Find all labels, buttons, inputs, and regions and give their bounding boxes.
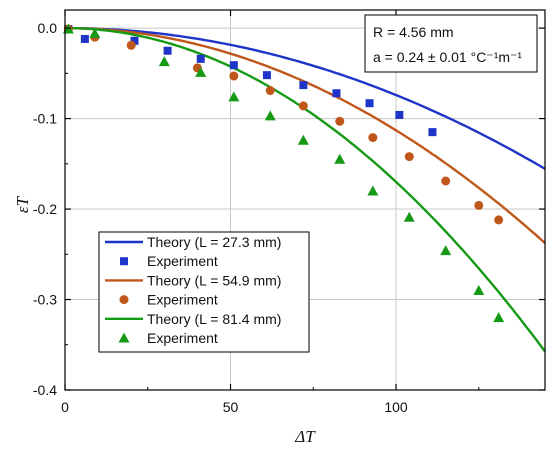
experiment-point-2 — [368, 133, 378, 143]
experiment-point-1 — [196, 54, 205, 63]
experiment-point-1 — [130, 36, 139, 45]
x-axis-title: ΔT — [294, 427, 316, 446]
experiment-point-1 — [229, 61, 238, 70]
experiment-point-1 — [365, 99, 374, 108]
tick-labels: 0 50 100 0.0 -0.1 -0.2 -0.3 -0.4 — [33, 20, 408, 415]
experiment-point-3 — [158, 56, 170, 67]
experiment-point-2 — [126, 40, 136, 50]
parameter-annotation: R = 4.56 mm a = 0.24 ± 0.01 °C⁻¹m⁻¹ — [364, 14, 538, 73]
theory-curve-1 — [65, 26, 546, 170]
x-tick-label: 0 — [61, 399, 69, 415]
y-axis-title: εT — [13, 195, 32, 213]
experiment-point-1 — [395, 110, 404, 119]
experiment-point-2 — [474, 200, 484, 210]
experiment-point-2 — [298, 101, 308, 111]
experiment-point-1 — [428, 128, 437, 137]
legend-experiment-label: Experiment — [147, 330, 218, 346]
experiment-point-1 — [163, 46, 172, 55]
legend-marker-swatch — [119, 295, 129, 305]
experiment-point-2 — [404, 152, 414, 162]
experiment-point-2 — [494, 215, 504, 225]
legend-theory-label: Theory (L = 54.9 mm) — [147, 272, 281, 288]
experiment-point-3 — [195, 66, 207, 77]
x-tick-label: 100 — [384, 399, 408, 415]
experiment-point-3 — [440, 245, 452, 256]
experiment-point-1 — [80, 34, 89, 43]
legend-experiment-label: Experiment — [147, 292, 218, 308]
legend: Theory (L = 27.3 mm) Experiment Theory (L … — [98, 231, 310, 353]
annotation-radius: R = 4.56 mm — [373, 24, 454, 40]
legend-theory-label: Theory (L = 81.4 mm) — [147, 311, 281, 327]
experiment-point-1 — [332, 89, 341, 98]
legend-theory-label: Theory (L = 27.3 mm) — [147, 234, 281, 250]
experiment-point-1 — [299, 81, 308, 90]
experiment-point-2 — [441, 176, 451, 186]
experiment-point-2 — [335, 116, 345, 126]
experiment-point-3 — [228, 91, 240, 102]
experiment-point-2 — [229, 71, 239, 81]
experiment-point-3 — [334, 153, 346, 164]
experiment-point-3 — [493, 312, 505, 323]
experiment-point-3 — [473, 284, 485, 295]
plot-frame — [64, 9, 546, 391]
annotation-frame — [364, 14, 538, 73]
y-tick-label: -0.2 — [33, 201, 57, 217]
legend-marker-swatch — [118, 332, 130, 343]
legend-entries: Theory (L = 27.3 mm) Experiment Theory (L … — [105, 234, 281, 346]
y-tick-label: 0.0 — [38, 20, 58, 36]
annotation-coefficient: a = 0.24 ± 0.01 °C⁻¹m⁻¹ — [373, 49, 522, 65]
experiment-point-3 — [264, 110, 276, 121]
experiment-point-2 — [265, 86, 275, 96]
x-tick-label: 50 — [223, 399, 239, 415]
legend-marker-swatch — [120, 257, 128, 266]
experiment-point-1 — [262, 71, 271, 80]
axis-ticks — [64, 10, 545, 391]
experiment-point-3 — [403, 211, 415, 222]
experiment-point-3 — [367, 185, 379, 196]
legend-frame — [98, 231, 310, 353]
experiment-point-3 — [89, 28, 101, 39]
y-tick-label: -0.1 — [33, 111, 57, 127]
legend-experiment-label: Experiment — [147, 253, 218, 269]
y-tick-label: -0.3 — [33, 292, 57, 308]
y-tick-label: -0.4 — [33, 382, 57, 398]
experiment-point-3 — [297, 134, 309, 145]
